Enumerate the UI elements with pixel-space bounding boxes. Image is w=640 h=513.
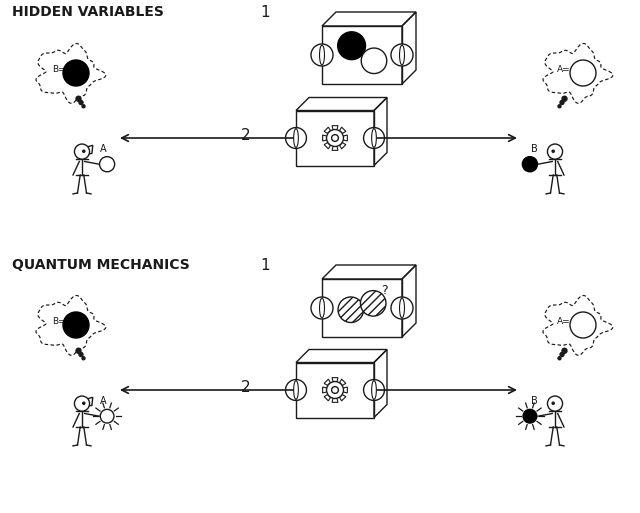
Circle shape [285,380,307,401]
Text: B=: B= [52,66,66,74]
Circle shape [338,297,364,323]
Circle shape [82,105,85,108]
Polygon shape [340,143,346,149]
Polygon shape [296,110,374,166]
Circle shape [326,382,344,399]
Circle shape [311,44,333,66]
Circle shape [360,290,386,316]
Circle shape [83,402,85,404]
Circle shape [552,150,554,152]
Circle shape [100,156,115,172]
Polygon shape [332,378,338,382]
Circle shape [558,105,561,108]
Text: A: A [100,397,106,406]
Circle shape [76,96,81,101]
Polygon shape [324,127,330,133]
Circle shape [332,387,339,393]
Circle shape [562,96,567,101]
Polygon shape [340,127,346,133]
Text: B: B [531,144,537,154]
Circle shape [560,352,564,357]
Circle shape [285,128,307,148]
Polygon shape [340,394,346,401]
Text: 1: 1 [260,258,270,273]
Circle shape [391,297,413,319]
Circle shape [63,312,89,338]
Text: A=: A= [557,66,571,74]
Polygon shape [344,135,348,141]
Text: QUANTUM MECHANICS: QUANTUM MECHANICS [12,258,189,272]
Polygon shape [340,379,346,385]
Circle shape [391,44,413,66]
Polygon shape [323,135,326,141]
Circle shape [338,32,365,60]
Circle shape [364,380,385,401]
Polygon shape [324,394,330,401]
Text: 2: 2 [241,380,251,394]
Polygon shape [324,143,330,149]
Text: B: B [531,397,537,406]
Circle shape [547,144,563,159]
Circle shape [552,402,554,404]
Circle shape [82,357,85,360]
Polygon shape [86,145,93,154]
Polygon shape [322,26,402,84]
Circle shape [570,60,596,86]
Circle shape [522,156,538,172]
Text: A=: A= [557,318,571,326]
Polygon shape [332,399,338,402]
Circle shape [558,357,561,360]
Text: HIDDEN VARIABLES: HIDDEN VARIABLES [12,5,164,19]
Circle shape [79,101,83,105]
Polygon shape [86,397,93,406]
Text: B=: B= [52,318,66,326]
Text: ?: ? [381,284,388,297]
Polygon shape [332,126,338,129]
Circle shape [570,312,596,338]
Circle shape [364,128,385,148]
Circle shape [311,297,333,319]
Circle shape [83,150,85,152]
Circle shape [74,396,90,411]
Circle shape [562,348,567,353]
Circle shape [332,134,339,142]
Circle shape [326,129,344,147]
Text: A: A [100,144,106,154]
Polygon shape [332,147,338,150]
Polygon shape [324,379,330,385]
Circle shape [560,101,564,105]
Circle shape [63,60,89,86]
Circle shape [547,396,563,411]
Circle shape [76,348,81,353]
Text: 1: 1 [260,5,270,20]
Polygon shape [344,387,348,393]
Circle shape [523,409,537,423]
Polygon shape [323,387,326,393]
Polygon shape [322,279,402,337]
Circle shape [100,409,114,423]
Text: 2: 2 [241,128,251,143]
Circle shape [361,48,387,73]
Circle shape [79,352,83,357]
Circle shape [74,144,90,159]
Polygon shape [296,363,374,418]
